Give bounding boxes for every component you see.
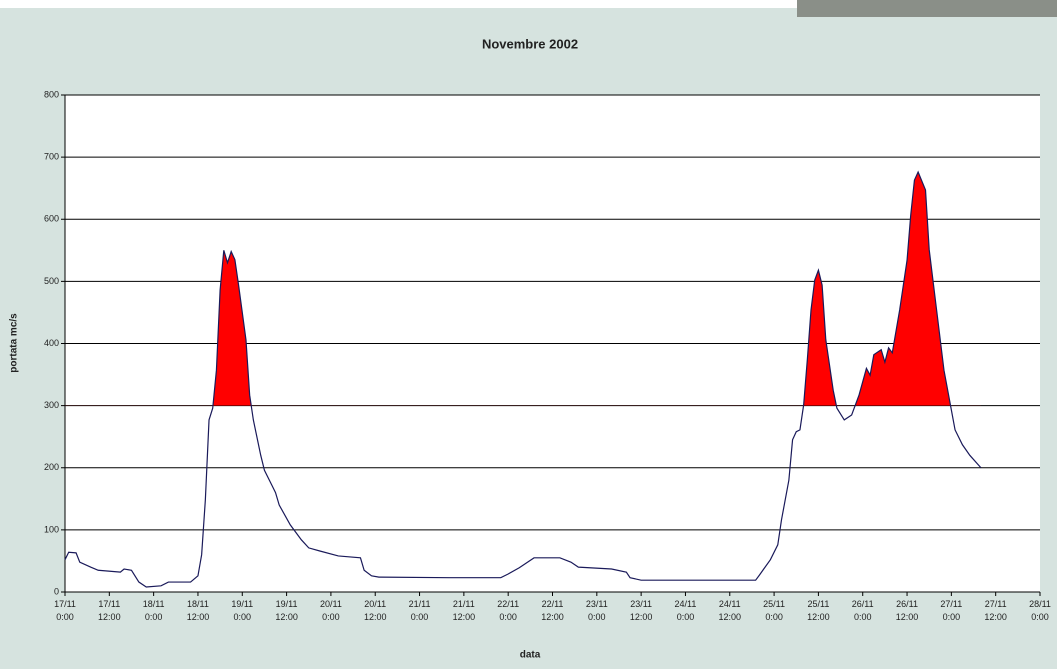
x-tick-label: 22/11 12:00 [541,599,564,622]
x-tick-label: 23/11 0:00 [586,599,608,622]
x-tick-label: 20/11 12:00 [364,599,387,622]
y-tick-label: 100 [44,524,59,534]
x-tick-label: 24/11 0:00 [675,599,697,622]
x-tick-label: 18/11 0:00 [143,599,165,622]
x-tick-label: 21/11 0:00 [409,599,431,622]
x-tick-label: 25/11 12:00 [807,599,830,622]
y-tick-label: 400 [44,338,59,348]
x-tick-label: 23/11 12:00 [630,599,653,622]
x-tick-label: 24/11 12:00 [719,599,742,622]
x-tick-label: 25/11 0:00 [763,599,785,622]
y-tick-label: 500 [44,276,59,286]
x-tick-label: 21/11 12:00 [453,599,476,622]
series-line [64,170,982,588]
x-tick-label: 26/11 12:00 [896,599,919,622]
photo-fragment [797,0,1057,17]
y-tick-label: 800 [44,89,59,99]
threshold-area [65,172,981,406]
x-tick-label: 20/11 0:00 [320,599,342,622]
x-tick-label: 26/11 0:00 [852,599,874,622]
y-axis-label: portata mc/s [9,313,20,373]
chart-title: Novembre 2002 [482,36,578,51]
y-tick-label: 200 [44,462,59,472]
x-tick-label: 17/11 0:00 [54,599,76,622]
y-tick-label: 0 [54,586,59,596]
y-tick-label: 700 [44,152,59,162]
x-tick-label: 18/11 12:00 [187,599,210,622]
x-tick-label: 19/11 12:00 [275,599,298,622]
y-tick-label: 300 [44,400,59,410]
y-tick-label: 600 [44,214,59,224]
x-tick-label: 17/11 12:00 [98,599,121,622]
x-tick-label: 22/11 0:00 [497,599,519,622]
x-tick-label: 27/11 12:00 [984,599,1007,622]
x-tick-label: 19/11 0:00 [231,599,253,622]
x-tick-label: 27/11 0:00 [940,599,962,622]
x-tick-label: 28/11 0:00 [1029,599,1051,622]
x-axis-label: data [520,650,541,661]
